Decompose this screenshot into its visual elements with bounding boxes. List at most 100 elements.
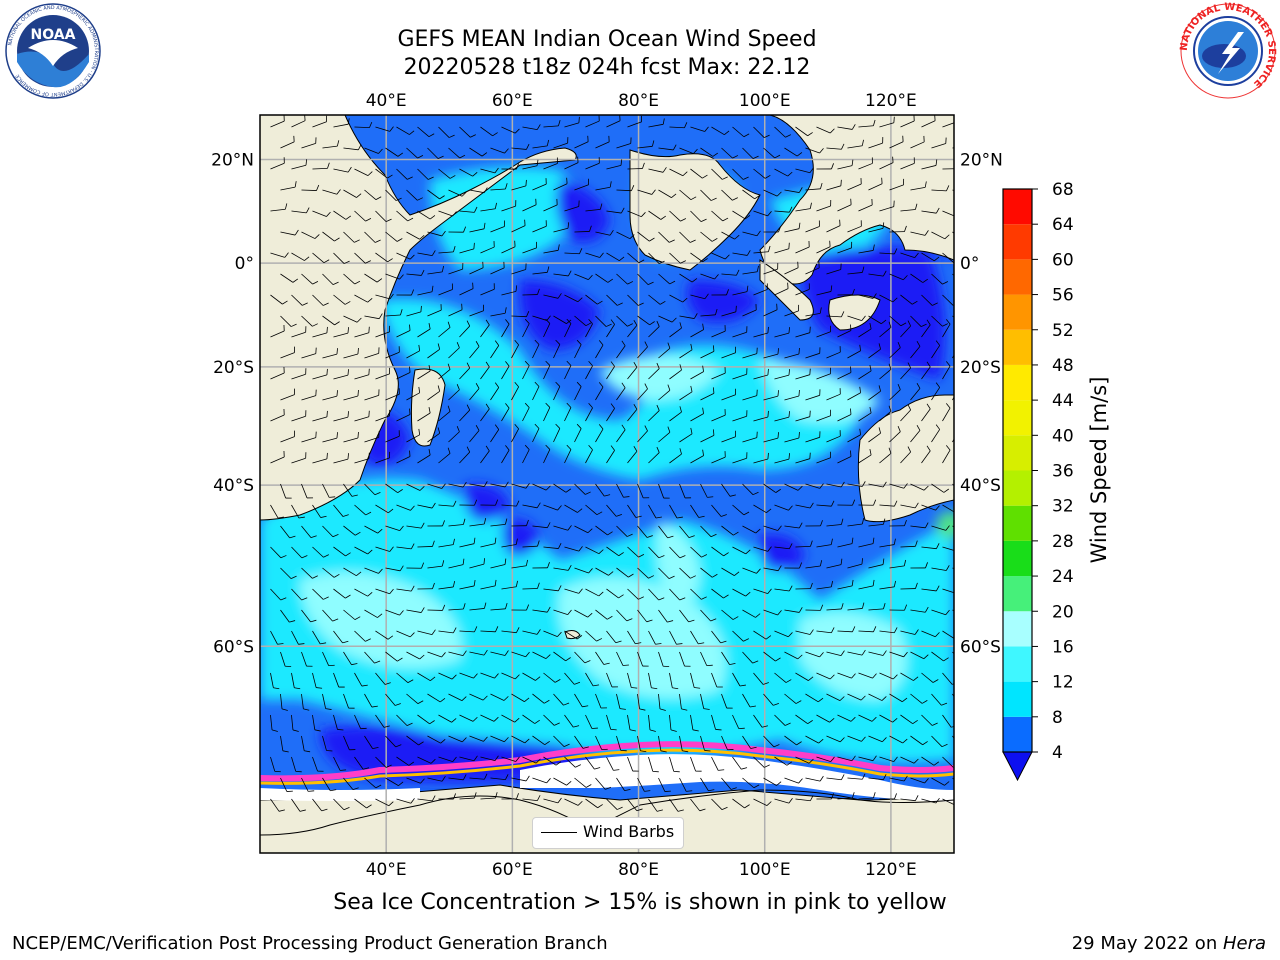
wind-barb [459,579,476,590]
wind-barb [501,240,516,254]
wind-barb [669,294,688,303]
wind-barb [438,714,457,723]
wind-barb [690,546,708,558]
wind-barb [385,651,403,662]
wind-barb [858,714,877,722]
wind-barb [669,168,688,177]
wind-barb [553,483,572,493]
wind-barb [879,580,896,590]
wind-barb [847,602,865,611]
wind-barb [774,369,790,380]
wind-barb [364,525,383,534]
wind-barb [952,147,954,149]
wind-barb [805,693,824,703]
wind-barb [826,143,845,150]
wind-barb [816,126,835,134]
wind-barb [459,320,471,338]
wind-barb [469,773,488,780]
wind-barb [648,546,665,559]
wind-barb [837,499,856,506]
wind-barb [301,347,317,359]
wind-barb [879,116,895,128]
wind-barb [837,324,852,338]
wind-barb [333,294,351,305]
wind-barb [522,318,530,338]
wind-barb [343,347,359,359]
wind-barb [585,798,603,809]
wind-barb [816,451,831,464]
wind-barb [532,606,551,613]
wind-barb [616,185,635,192]
wind-barb [858,448,872,464]
wind-barb [574,135,589,149]
wind-barb [858,198,873,212]
wind-barb [585,756,601,770]
wind-barb [480,202,497,212]
wind-barb [553,651,571,662]
wind-barb [837,366,852,380]
wind-barb [753,756,770,768]
wind-barb [322,390,338,401]
wind-barb [910,483,929,491]
wind-barb [774,798,793,804]
wind-barb [721,430,736,443]
wind-barb [469,518,487,527]
wind-barb [312,452,328,464]
wind-barb [879,500,898,507]
wind-barb [679,343,693,359]
wind-barb [480,361,490,380]
wind-barb [889,483,908,489]
wind-barb [501,580,518,590]
wind-barb [574,651,591,664]
wind-barb [669,588,686,601]
wind-barb [742,483,759,496]
wind-barb [732,756,748,770]
wind-barb [795,241,810,254]
wind-barb [910,135,925,149]
wind-barb [753,410,769,422]
wind-barb [585,360,593,380]
wind-barb [490,340,500,359]
wind-barb [700,777,715,792]
wind-barb [900,795,919,802]
wind-barb [784,522,803,529]
wind-barb [385,565,404,572]
wind-barb [280,651,292,667]
wind-barb [543,797,562,804]
wind-barb [910,230,929,236]
wind-barb [312,115,327,128]
lat-tick-left: 60°S [213,637,254,657]
wind-barb [889,519,907,527]
wind-barb [931,525,950,531]
wind-barb [511,219,526,233]
colorbar-bin [1003,646,1032,682]
wind-barb [406,189,423,201]
wind-barb [532,266,550,275]
wind-barb [312,546,329,558]
wind-barb [658,609,674,623]
wind-barb [942,168,954,170]
wind-barb [438,672,457,680]
wind-barb [438,500,457,507]
wind-barb [406,522,425,529]
wind-barb [742,230,761,237]
wind-barb [448,384,460,401]
wind-barb [448,147,466,159]
wind-barb [522,540,540,548]
wind-barb [343,483,358,497]
wind-barb [679,273,698,283]
wind-barb [270,588,287,601]
wind-barb [354,252,371,264]
wind-barb [679,147,698,154]
wind-barb [585,504,603,516]
wind-barb [301,231,320,239]
wind-barb [795,672,814,681]
wind-barb [354,368,370,380]
wind-barb [637,777,651,792]
wind-barb [805,483,824,489]
wind-barb [585,252,604,258]
wind-barb [774,242,790,254]
wind-barb [448,558,465,569]
wind-barb [795,756,814,764]
wind-barb [616,651,629,666]
